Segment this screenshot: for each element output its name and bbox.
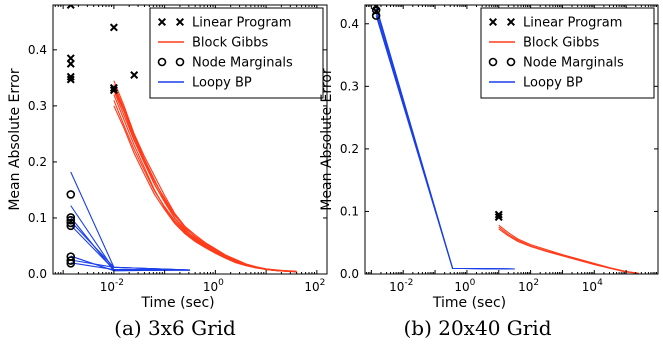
block-gibbs-line bbox=[498, 226, 639, 274]
x-tick-base: 10 bbox=[203, 280, 218, 294]
y-tick-label: 0.4 bbox=[28, 43, 47, 57]
x-tick-label: 100 bbox=[203, 278, 224, 294]
x-tick-base: 10 bbox=[454, 280, 469, 294]
linear-program-point bbox=[109, 86, 118, 95]
x-tick-base: 10 bbox=[582, 280, 597, 294]
panel-caption: (b) 20x40 Grid bbox=[403, 316, 551, 340]
legend-label: Loopy BP bbox=[192, 76, 252, 91]
x-tick-base: 10 bbox=[518, 280, 533, 294]
x-tick-exponent: -2 bbox=[404, 278, 413, 288]
node-marginal-point bbox=[66, 215, 76, 225]
x-tick-label: 102 bbox=[304, 278, 325, 294]
block-gibbs-line bbox=[113, 86, 297, 273]
legend-label: Linear Program bbox=[192, 16, 291, 31]
linear-program-point bbox=[130, 71, 139, 80]
legend-label: Loopy BP bbox=[523, 76, 583, 91]
legend: Linear Program Block Gibbs Node Marginals L… bbox=[480, 7, 655, 99]
legend-marker-x bbox=[506, 17, 516, 27]
x-tick-label: 100 bbox=[454, 278, 475, 294]
x-tick-label: 104 bbox=[582, 278, 603, 294]
y-tick-label: 0.2 bbox=[28, 155, 47, 169]
linear-program-point bbox=[66, 59, 75, 68]
x-tick-exponent: 0 bbox=[218, 278, 224, 288]
node-marginal-point bbox=[66, 221, 76, 231]
x-axis-label: Time (sec) bbox=[432, 295, 506, 311]
x-tick-exponent: 2 bbox=[320, 278, 326, 288]
loopy-bp-line bbox=[70, 205, 191, 271]
loopy-bp-line bbox=[70, 171, 191, 271]
node-marginal-point bbox=[66, 256, 76, 265]
x-tick-label: 10-2 bbox=[100, 278, 124, 294]
x-tick-exponent: -2 bbox=[115, 278, 124, 288]
legend-marker-x bbox=[157, 17, 167, 27]
y-tick-label: 0.2 bbox=[340, 142, 359, 156]
x-tick-base: 10 bbox=[100, 280, 115, 294]
legend-marker-x bbox=[175, 17, 185, 27]
y-tick-label: 0.3 bbox=[28, 99, 47, 113]
y-axis-label: Mean Absolute Error bbox=[7, 68, 23, 211]
linear-program-point bbox=[66, 5, 75, 10]
legend-marker-o bbox=[175, 57, 185, 67]
legend-label: Block Gibbs bbox=[523, 36, 599, 51]
panel-caption: (a) 3x6 Grid bbox=[114, 316, 236, 340]
plot-frame bbox=[364, 4, 659, 275]
x-tick-base: 10 bbox=[389, 280, 404, 294]
linear-program-point bbox=[494, 210, 503, 219]
node-marginal-point bbox=[66, 213, 76, 222]
x-axis-label: Time (sec) bbox=[140, 295, 214, 311]
x-tick-exponent: 4 bbox=[597, 278, 603, 288]
linear-program-point bbox=[372, 7, 381, 16]
legend-label: Block Gibbs bbox=[192, 36, 268, 51]
y-tick-label: 0.1 bbox=[340, 204, 359, 218]
legend-marker-x bbox=[488, 17, 498, 27]
linear-program-point bbox=[66, 72, 75, 81]
plot-area bbox=[66, 5, 297, 273]
linear-program-point bbox=[66, 75, 75, 84]
block-gibbs-line bbox=[113, 80, 297, 272]
linear-program-point bbox=[109, 83, 118, 92]
y-tick-label: 0.4 bbox=[340, 17, 359, 31]
y-axis-label: Mean Absolute Error bbox=[319, 68, 335, 211]
legend-marker-o bbox=[506, 57, 516, 67]
legend-marker-o bbox=[488, 57, 498, 67]
x-tick-exponent: 2 bbox=[533, 278, 539, 288]
x-tick-label: 10-2 bbox=[389, 278, 413, 294]
plot-area bbox=[371, 5, 639, 274]
x-tick-label: 102 bbox=[518, 278, 539, 294]
linear-program-point bbox=[494, 213, 503, 222]
x-tick-exponent: 0 bbox=[470, 278, 476, 288]
y-tick-label: 0.1 bbox=[28, 211, 47, 225]
linear-program-point bbox=[109, 23, 118, 32]
legend-label: Node Marginals bbox=[523, 56, 624, 71]
loopy-bp-line bbox=[70, 262, 191, 271]
node-marginal-point bbox=[66, 218, 76, 228]
y-tick-label: 0.0 bbox=[28, 267, 47, 281]
legend-label: Node Marginals bbox=[192, 56, 293, 71]
y-tick-label: 0.0 bbox=[340, 267, 359, 281]
block-gibbs-line bbox=[498, 224, 639, 274]
block-gibbs-line bbox=[113, 105, 297, 273]
y-tick-label: 0.3 bbox=[340, 79, 359, 93]
node-marginal-point bbox=[66, 259, 76, 268]
block-gibbs-line bbox=[498, 228, 639, 274]
x-tick-base: 10 bbox=[304, 280, 319, 294]
loopy-bp-line bbox=[70, 259, 191, 271]
loopy-bp-line bbox=[375, 15, 515, 270]
plot-frame bbox=[52, 4, 328, 275]
node-marginal-point bbox=[66, 190, 76, 199]
legend-marker-o bbox=[157, 57, 167, 67]
legend: Linear Program Block Gibbs Node Marginals L… bbox=[149, 7, 324, 99]
legend-label: Linear Program bbox=[523, 16, 622, 31]
